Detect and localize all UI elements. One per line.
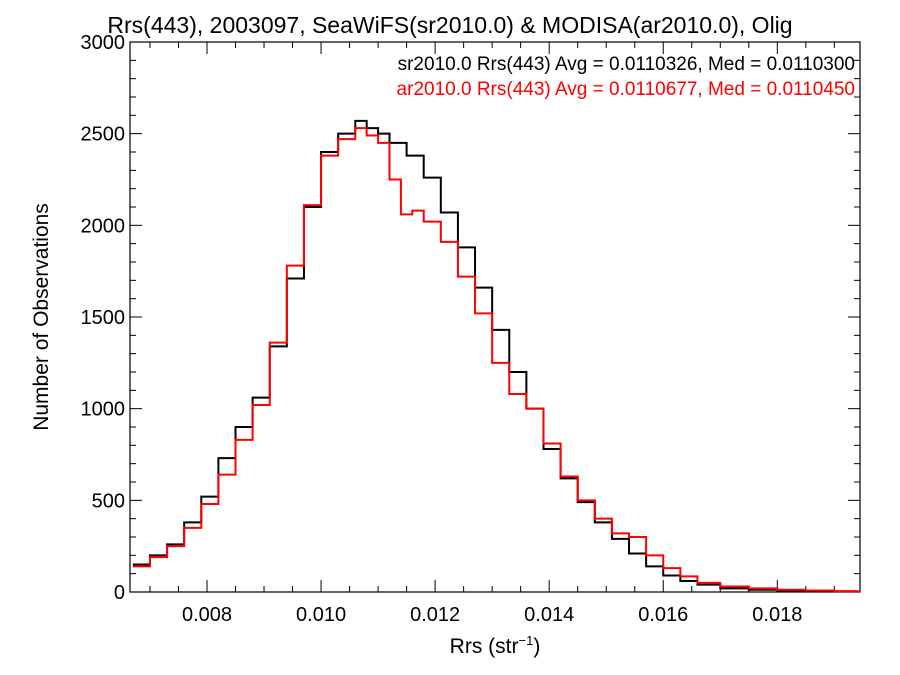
y-axis-label: Number of Observations	[30, 203, 53, 431]
x-axis-label-main: Rrs (str	[450, 635, 519, 658]
y-tick-label: 3000	[81, 32, 126, 54]
series-line-ar2010	[132, 127, 860, 593]
x-tick-label: 0.016	[638, 604, 688, 626]
y-tick-label: 1000	[81, 399, 126, 421]
x-tick-label: 0.012	[410, 604, 460, 626]
y-tick-label: 0	[114, 582, 125, 604]
legend-entry-sr2010: sr2010.0 Rrs(443) Avg = 0.0110326, Med =…	[398, 54, 855, 75]
x-tick-label: 0.008	[182, 604, 232, 626]
legend-entry-ar2010: ar2010.0 Rrs(443) Avg = 0.0110677, Med =…	[397, 79, 855, 100]
y-tick-label: 500	[92, 490, 125, 512]
y-tick-label: 1500	[81, 307, 126, 329]
chart-title: Rrs(443), 2003097, SeaWiFS(sr2010.0) & M…	[107, 12, 792, 38]
x-axis-label-end: )	[533, 635, 540, 658]
x-tick-label: 0.014	[524, 604, 574, 626]
plot-frame	[129, 41, 861, 593]
x-axis-label-superscript: −1	[519, 633, 534, 648]
series-line-sr2010	[132, 119, 860, 593]
legend: sr2010.0 Rrs(443) Avg = 0.0110326, Med =…	[397, 54, 855, 100]
x-axis-label: Rrs (str−1)	[450, 633, 541, 658]
y-tick-label: 2000	[81, 215, 126, 237]
x-tick-label: 0.018	[752, 604, 802, 626]
x-tick-label: 0.010	[296, 604, 346, 626]
plot-area: 0.008 0.010 0.012 0.014 0.016 0.018 0 500 1000 15…	[81, 32, 861, 626]
y-tick-label: 2500	[81, 124, 126, 146]
